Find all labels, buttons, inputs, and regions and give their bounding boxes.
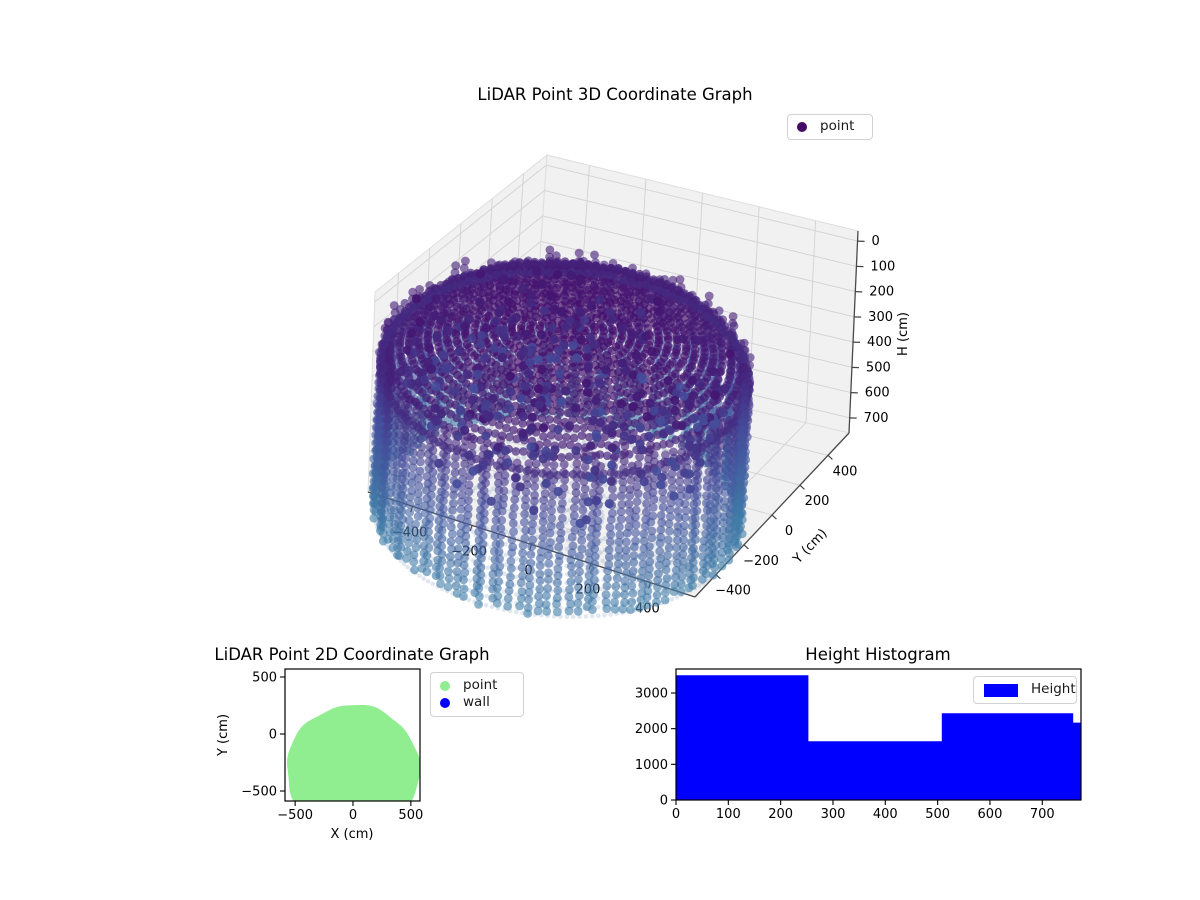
height-swatch-icon <box>984 683 1018 697</box>
plot2d-point-blob <box>287 705 420 801</box>
hist-frame <box>675 668 1082 801</box>
point-marker-icon <box>797 122 807 132</box>
point-marker-icon <box>440 681 450 692</box>
svg-text:100: 100 <box>870 259 895 274</box>
svg-text:−400: −400 <box>715 584 751 599</box>
svg-text:300: 300 <box>868 310 893 325</box>
hist-title: Height Histogram <box>805 645 951 664</box>
svg-text:Y (cm): Y (cm) <box>790 526 831 567</box>
svg-text:400: 400 <box>833 464 858 479</box>
svg-text:0: 0 <box>872 234 880 249</box>
legend-label: Height <box>1031 681 1076 698</box>
svg-text:−200: −200 <box>743 554 779 569</box>
legend-label: wall <box>463 694 490 711</box>
plot2d-title: LiDAR Point 2D Coordinate Graph <box>214 645 490 664</box>
plot2d-axis-labels: X (cm)Y (cm) <box>216 714 374 842</box>
plot3d-title: LiDAR Point 3D Coordinate Graph <box>477 85 753 104</box>
legend-entry-wall-2d: wall <box>440 696 514 710</box>
legend-entry-height: Height <box>984 683 1076 697</box>
legend-entry-point-2d: point <box>440 679 514 693</box>
svg-text:200: 200 <box>805 494 830 509</box>
legend-entry-point-3d: point <box>797 120 863 134</box>
legend-label: point <box>820 118 855 135</box>
svg-text:400: 400 <box>867 335 892 350</box>
legend-label: point <box>463 677 498 694</box>
hist-bars <box>676 675 1081 800</box>
svg-text:600: 600 <box>865 386 890 401</box>
svg-text:200: 200 <box>869 285 894 300</box>
svg-text:700: 700 <box>864 411 889 426</box>
svg-text:500: 500 <box>866 360 891 375</box>
svg-text:H (cm): H (cm) <box>896 312 911 356</box>
plot3d-point-cloud <box>368 245 755 619</box>
hist-legend: Height <box>973 676 1077 704</box>
wall-marker-icon <box>440 697 450 708</box>
svg-text:0: 0 <box>785 524 793 539</box>
plot2d-legend: point wall <box>430 672 524 717</box>
plot3d-legend: point <box>787 114 873 140</box>
